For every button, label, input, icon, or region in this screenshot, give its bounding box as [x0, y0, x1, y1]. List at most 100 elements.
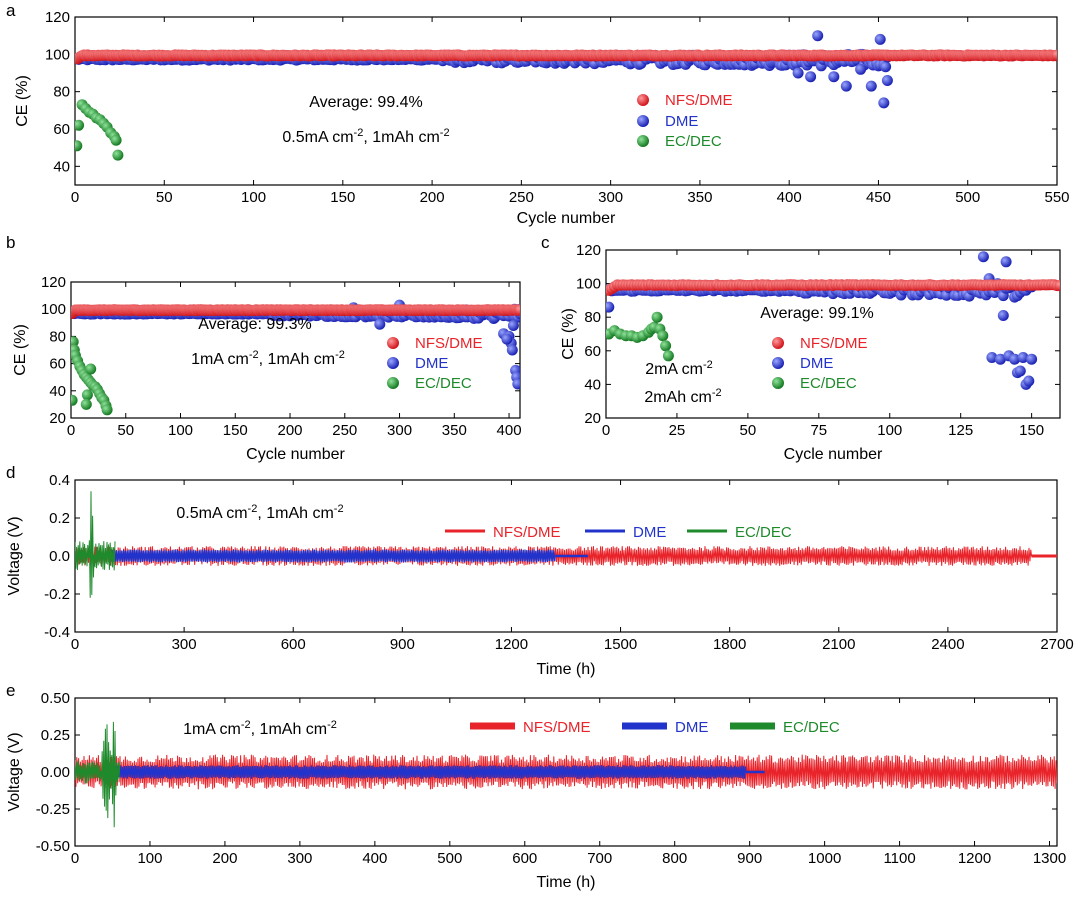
x-axis-title: Cycle number — [517, 210, 616, 227]
x-tick-label: 0 — [602, 422, 610, 439]
panel-letter: b — [6, 233, 15, 252]
y-tick-label: 0.4 — [49, 472, 70, 489]
series-ec-dec — [71, 336, 113, 416]
legend-label: EC/DEC — [783, 719, 840, 736]
x-tick-label: 300 — [172, 636, 197, 653]
series-nfs-dme — [75, 49, 1057, 65]
x-tick-label: 200 — [212, 850, 237, 867]
data-point — [387, 337, 399, 349]
x-tick-label: 2400 — [931, 636, 964, 653]
y-tick-label: 40 — [49, 383, 66, 400]
annotation: 1mA cm-2, 1mAh cm-2 — [191, 349, 345, 368]
series-ec-dec — [75, 491, 116, 598]
data-point — [637, 135, 649, 147]
x-axis-title: Cycle number — [246, 446, 345, 463]
data-point — [75, 119, 85, 131]
x-tick-label: 900 — [737, 850, 762, 867]
legend-label: EC/DEC — [800, 375, 857, 392]
data-point — [71, 336, 79, 348]
data-point — [874, 33, 886, 45]
x-tick-label: 400 — [777, 189, 802, 206]
y-tick-label: 0.2 — [49, 510, 70, 527]
y-axis-title: CE (%) — [14, 75, 31, 127]
y-tick-label: 60 — [584, 343, 601, 360]
x-tick-label: 0 — [71, 636, 79, 653]
x-tick-label: 1100 — [883, 850, 915, 867]
y-tick-label: -0.4 — [44, 624, 70, 641]
data-point — [112, 149, 124, 161]
x-tick-label: 300 — [387, 422, 412, 439]
y-tick-label: 80 — [53, 84, 70, 101]
y-axis-title: Voltage (V) — [6, 732, 23, 811]
data-point — [81, 389, 93, 401]
x-tick-label: 700 — [587, 850, 612, 867]
x-tick-label: 350 — [442, 422, 467, 439]
data-layer — [71, 299, 520, 416]
legend-label: EC/DEC — [415, 375, 472, 392]
data-point — [514, 304, 520, 316]
ce-panel-a: 0 50 100 150 200 250 300 350 400 450 500 550 40 60 80 1… — [6, 1, 1070, 227]
annotation: 2mA cm-2 — [645, 359, 713, 378]
x-tick-label: 2700 — [1040, 636, 1073, 653]
x-tick-label: 150 — [1019, 422, 1044, 439]
x-tick-label: 2100 — [822, 636, 855, 653]
x-tick-label: 1800 — [713, 636, 746, 653]
x-tick-label: 1500 — [604, 636, 637, 653]
x-tick-label: 125 — [948, 422, 973, 439]
data-point — [878, 97, 890, 109]
x-tick-label: 550 — [1044, 189, 1069, 206]
data-point — [812, 30, 824, 42]
legend-label: NFS/DME — [800, 335, 868, 352]
x-tick-label: 1200 — [495, 636, 528, 653]
data-layer — [606, 251, 1060, 390]
series-nfs-dme — [606, 279, 1060, 296]
data-point — [881, 75, 893, 86]
x-tick-label: 100 — [877, 422, 902, 439]
x-tick-label: 0 — [67, 422, 75, 439]
panel-letter: a — [6, 1, 16, 20]
x-tick-label: 250 — [509, 189, 534, 206]
y-axis-title: Voltage (V) — [6, 516, 23, 595]
data-point — [512, 378, 520, 390]
panel-letter: d — [6, 463, 15, 482]
x-tick-label: 400 — [362, 850, 387, 867]
x-tick-label: 500 — [437, 850, 462, 867]
x-tick-label: 50 — [156, 189, 173, 206]
data-point — [1023, 375, 1035, 387]
data-point — [1017, 352, 1029, 363]
voltage-panel-e: 0 100 200 300 400 500 600 700 800 900 1000 1100 1200… — [6, 681, 1066, 891]
annotation: 1mA cm-2, 1mAh cm-2 — [183, 719, 337, 738]
x-tick-label: 0 — [71, 850, 79, 867]
data-point — [1000, 256, 1012, 268]
x-tick-label: 450 — [866, 189, 891, 206]
y-tick-label: 120 — [41, 274, 66, 291]
y-tick-label: 120 — [45, 9, 70, 26]
y-tick-label: 20 — [584, 410, 601, 427]
x-tick-label: 75 — [810, 422, 827, 439]
x-tick-label: 100 — [241, 189, 266, 206]
annotation: 0.5mA cm-2, 1mAh cm-2 — [282, 127, 449, 146]
data-point — [637, 94, 649, 106]
data-point — [997, 310, 1009, 321]
x-tick-label: 1200 — [958, 850, 991, 867]
legend-label: DME — [675, 719, 708, 736]
y-tick-label: 40 — [53, 158, 70, 175]
x-tick-label: 250 — [332, 422, 357, 439]
voltage-panel-d: 0 300 600 900 1200 1500 1800 2100 2400 2700 -0.4 -0… — [6, 463, 1074, 678]
data-point — [85, 363, 97, 375]
series-dme — [114, 765, 747, 779]
data-point — [772, 357, 784, 369]
legend-label: DME — [665, 113, 698, 130]
data-point — [637, 115, 649, 127]
data-point — [1026, 353, 1038, 365]
data-layer — [75, 721, 1057, 828]
data-point — [1051, 49, 1057, 61]
x-tick-label: 100 — [137, 850, 162, 867]
x-tick-label: 200 — [420, 189, 445, 206]
x-tick-label: 50 — [740, 422, 757, 439]
x-tick-label: 1000 — [808, 850, 841, 867]
data-point — [662, 350, 674, 362]
y-tick-label: 120 — [576, 242, 601, 259]
data-point — [840, 80, 852, 92]
